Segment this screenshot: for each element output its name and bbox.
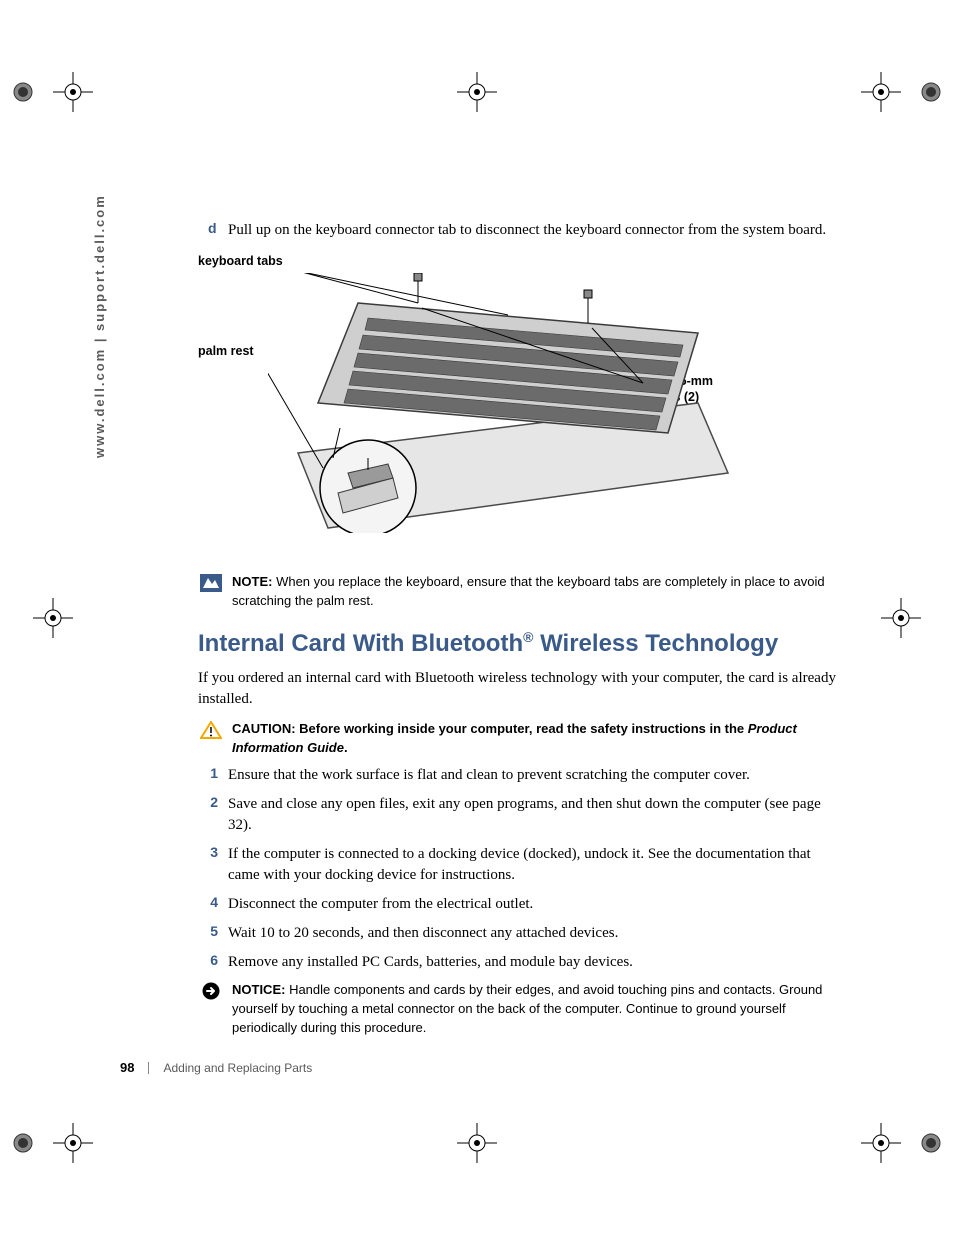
numbered-steps: 1 Ensure that the work surface is flat a…	[198, 765, 843, 973]
step-text: Remove any installed PC Cards, batteries…	[228, 952, 633, 973]
crop-mark-icon	[432, 62, 522, 122]
page-content: d Pull up on the keyboard connector tab …	[198, 220, 843, 1046]
substep-text: Pull up on the keyboard connector tab to…	[228, 220, 826, 241]
step-number: 6	[198, 952, 228, 973]
notice-callout: NOTICE: Handle components and cards by t…	[200, 981, 843, 1038]
crop-mark-icon	[8, 1113, 98, 1173]
figure-label-keyboard-tabs: keyboard tabs	[198, 253, 283, 269]
step-text: If the computer is connected to a dockin…	[228, 844, 843, 886]
step-row: 2 Save and close any open files, exit an…	[198, 794, 843, 836]
step-number: 5	[198, 923, 228, 944]
step-number: 1	[198, 765, 228, 786]
step-text: Ensure that the work surface is flat and…	[228, 765, 750, 786]
substep-d: d Pull up on the keyboard connector tab …	[198, 220, 843, 241]
note-callout: NOTE: When you replace the keyboard, ens…	[200, 573, 843, 611]
crop-mark-icon	[8, 62, 98, 122]
crop-mark-icon	[432, 1113, 522, 1173]
step-number: 3	[198, 844, 228, 886]
sidebar-url: www.dell.com | support.dell.com	[92, 194, 107, 458]
keyboard-figure: keyboard tabs palm rest M2.5 x 5-mmscrew…	[198, 253, 843, 553]
substep-marker: d	[198, 220, 228, 241]
chapter-title: Adding and Replacing Parts	[163, 1061, 312, 1075]
keyboard-illustration-icon	[268, 273, 788, 533]
section-heading: Internal Card With Bluetooth® Wireless T…	[198, 629, 843, 658]
crop-mark-icon	[856, 588, 946, 648]
caution-icon	[200, 721, 222, 739]
step-number: 2	[198, 794, 228, 836]
page-number: 98	[120, 1060, 134, 1075]
footer-divider-icon	[148, 1062, 149, 1074]
crop-mark-icon	[856, 1113, 946, 1173]
intro-paragraph: If you ordered an internal card with Blu…	[198, 668, 843, 710]
step-text: Disconnect the computer from the electri…	[228, 894, 533, 915]
step-row: 5 Wait 10 to 20 seconds, and then discon…	[198, 923, 843, 944]
crop-mark-icon	[8, 588, 98, 648]
notice-icon	[200, 982, 222, 1000]
step-text: Wait 10 to 20 seconds, and then disconne…	[228, 923, 618, 944]
caution-text: CAUTION: Before working inside your comp…	[232, 720, 843, 758]
page-footer: 98 Adding and Replacing Parts	[120, 1060, 312, 1075]
note-text: NOTE: When you replace the keyboard, ens…	[232, 573, 843, 611]
step-row: 1 Ensure that the work surface is flat a…	[198, 765, 843, 786]
step-row: 6 Remove any installed PC Cards, batteri…	[198, 952, 843, 973]
notice-text: NOTICE: Handle components and cards by t…	[232, 981, 843, 1038]
note-icon	[200, 574, 222, 592]
step-row: 3 If the computer is connected to a dock…	[198, 844, 843, 886]
step-number: 4	[198, 894, 228, 915]
caution-callout: CAUTION: Before working inside your comp…	[200, 720, 843, 758]
figure-label-palm-rest: palm rest	[198, 343, 254, 359]
step-text: Save and close any open files, exit any …	[228, 794, 843, 836]
step-row: 4 Disconnect the computer from the elect…	[198, 894, 843, 915]
crop-mark-icon	[856, 62, 946, 122]
